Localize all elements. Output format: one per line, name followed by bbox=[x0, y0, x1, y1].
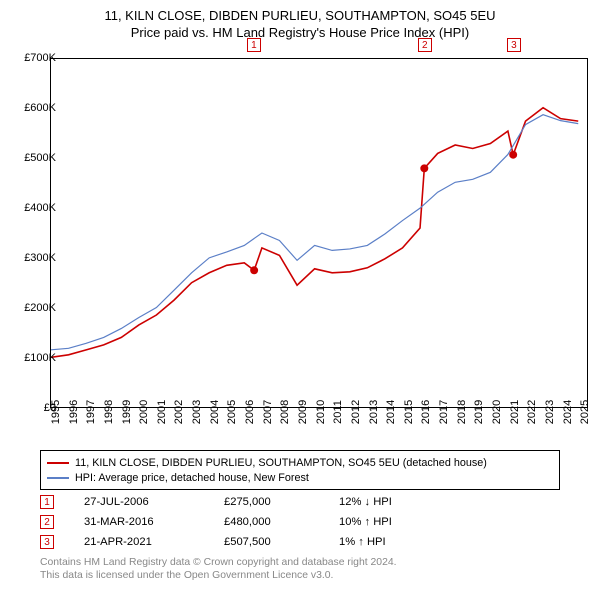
x-axis-tick: 2011 bbox=[332, 400, 344, 424]
sale-number: 3 bbox=[40, 535, 54, 549]
x-axis-tick: 2024 bbox=[562, 400, 574, 424]
y-axis-tick: £200K bbox=[24, 302, 56, 314]
sale-price: £480,000 bbox=[224, 516, 339, 528]
chart-area: 123 bbox=[50, 58, 588, 408]
x-axis-tick: 2020 bbox=[491, 400, 503, 424]
x-axis-tick: 2003 bbox=[191, 400, 203, 424]
series-property bbox=[51, 108, 578, 358]
footer-line: Contains HM Land Registry data © Crown c… bbox=[40, 556, 397, 569]
sale-price: £507,500 bbox=[224, 536, 339, 548]
x-axis-tick: 2014 bbox=[385, 400, 397, 424]
x-axis-tick: 2002 bbox=[173, 400, 185, 424]
x-axis-tick: 2017 bbox=[438, 400, 450, 424]
x-axis-tick: 2012 bbox=[350, 400, 362, 424]
chart-container: 11, KILN CLOSE, DIBDEN PURLIEU, SOUTHAMP… bbox=[0, 0, 600, 590]
legend-swatch bbox=[47, 462, 69, 464]
sale-hpi-delta: 1% ↑ HPI bbox=[339, 536, 439, 548]
footer-line: This data is licensed under the Open Gov… bbox=[40, 569, 397, 582]
sale-price: £275,000 bbox=[224, 496, 339, 508]
sale-marker-dot bbox=[420, 164, 428, 172]
x-axis-tick: 2009 bbox=[297, 400, 309, 424]
chart-plot bbox=[50, 58, 588, 408]
sale-marker-label: 1 bbox=[247, 38, 261, 52]
x-axis-tick: 2023 bbox=[544, 400, 556, 424]
legend-swatch bbox=[47, 477, 69, 479]
x-axis-tick: 1997 bbox=[85, 400, 97, 424]
series-hpi bbox=[51, 115, 578, 350]
x-axis-tick: 2018 bbox=[456, 400, 468, 424]
x-axis-tick: 2005 bbox=[226, 400, 238, 424]
legend: 11, KILN CLOSE, DIBDEN PURLIEU, SOUTHAMP… bbox=[40, 450, 560, 490]
x-axis-tick: 2008 bbox=[279, 400, 291, 424]
sale-date: 21-APR-2021 bbox=[84, 536, 224, 548]
y-axis-tick: £100K bbox=[24, 352, 56, 364]
sales-table: 1 27-JUL-2006£275,00012% ↓ HPI 2 31-MAR-201… bbox=[40, 492, 439, 552]
x-axis-tick: 1998 bbox=[103, 400, 115, 424]
y-axis-tick: £300K bbox=[24, 252, 56, 264]
sale-marker-label: 3 bbox=[507, 38, 521, 52]
title-address: 11, KILN CLOSE, DIBDEN PURLIEU, SOUTHAMP… bbox=[0, 8, 600, 23]
sale-row: 1 27-JUL-2006£275,00012% ↓ HPI bbox=[40, 492, 439, 512]
sale-date: 31-MAR-2016 bbox=[84, 516, 224, 528]
sale-row: 2 31-MAR-2016£480,00010% ↑ HPI bbox=[40, 512, 439, 532]
x-axis-tick: 1996 bbox=[68, 400, 80, 424]
x-axis-tick: 2000 bbox=[138, 400, 150, 424]
sale-marker-label: 2 bbox=[418, 38, 432, 52]
x-axis-tick: 2019 bbox=[473, 400, 485, 424]
y-axis-tick: £700K bbox=[24, 52, 56, 64]
x-axis-tick: 1995 bbox=[50, 400, 62, 424]
legend-item: HPI: Average price, detached house, New … bbox=[47, 470, 553, 485]
x-axis-tick: 2006 bbox=[244, 400, 256, 424]
x-axis-tick: 1999 bbox=[121, 400, 133, 424]
x-axis-tick: 2001 bbox=[156, 400, 168, 424]
legend-label: HPI: Average price, detached house, New … bbox=[75, 472, 309, 484]
x-axis-tick: 2004 bbox=[209, 400, 221, 424]
y-axis-tick: £500K bbox=[24, 152, 56, 164]
sale-hpi-delta: 12% ↓ HPI bbox=[339, 496, 439, 508]
x-axis-tick: 2021 bbox=[509, 400, 521, 424]
sale-number: 2 bbox=[40, 515, 54, 529]
footer-attribution: Contains HM Land Registry data © Crown c… bbox=[40, 556, 397, 582]
x-axis-tick: 2022 bbox=[526, 400, 538, 424]
legend-item: 11, KILN CLOSE, DIBDEN PURLIEU, SOUTHAMP… bbox=[47, 455, 553, 470]
x-axis-tick: 2015 bbox=[403, 400, 415, 424]
sale-date: 27-JUL-2006 bbox=[84, 496, 224, 508]
sale-hpi-delta: 10% ↑ HPI bbox=[339, 516, 439, 528]
x-axis-tick: 2013 bbox=[368, 400, 380, 424]
x-axis-tick: 2016 bbox=[420, 400, 432, 424]
y-axis-tick: £600K bbox=[24, 102, 56, 114]
x-axis-tick: 2025 bbox=[579, 400, 591, 424]
y-axis-tick: £400K bbox=[24, 202, 56, 214]
sale-marker-dot bbox=[509, 151, 517, 159]
x-axis-tick: 2007 bbox=[262, 400, 274, 424]
x-axis-tick: 2010 bbox=[315, 400, 327, 424]
sale-marker-dot bbox=[250, 266, 258, 274]
sale-row: 3 21-APR-2021£507,5001% ↑ HPI bbox=[40, 532, 439, 552]
title-block: 11, KILN CLOSE, DIBDEN PURLIEU, SOUTHAMP… bbox=[0, 0, 600, 40]
sale-number: 1 bbox=[40, 495, 54, 509]
legend-label: 11, KILN CLOSE, DIBDEN PURLIEU, SOUTHAMP… bbox=[75, 457, 487, 469]
